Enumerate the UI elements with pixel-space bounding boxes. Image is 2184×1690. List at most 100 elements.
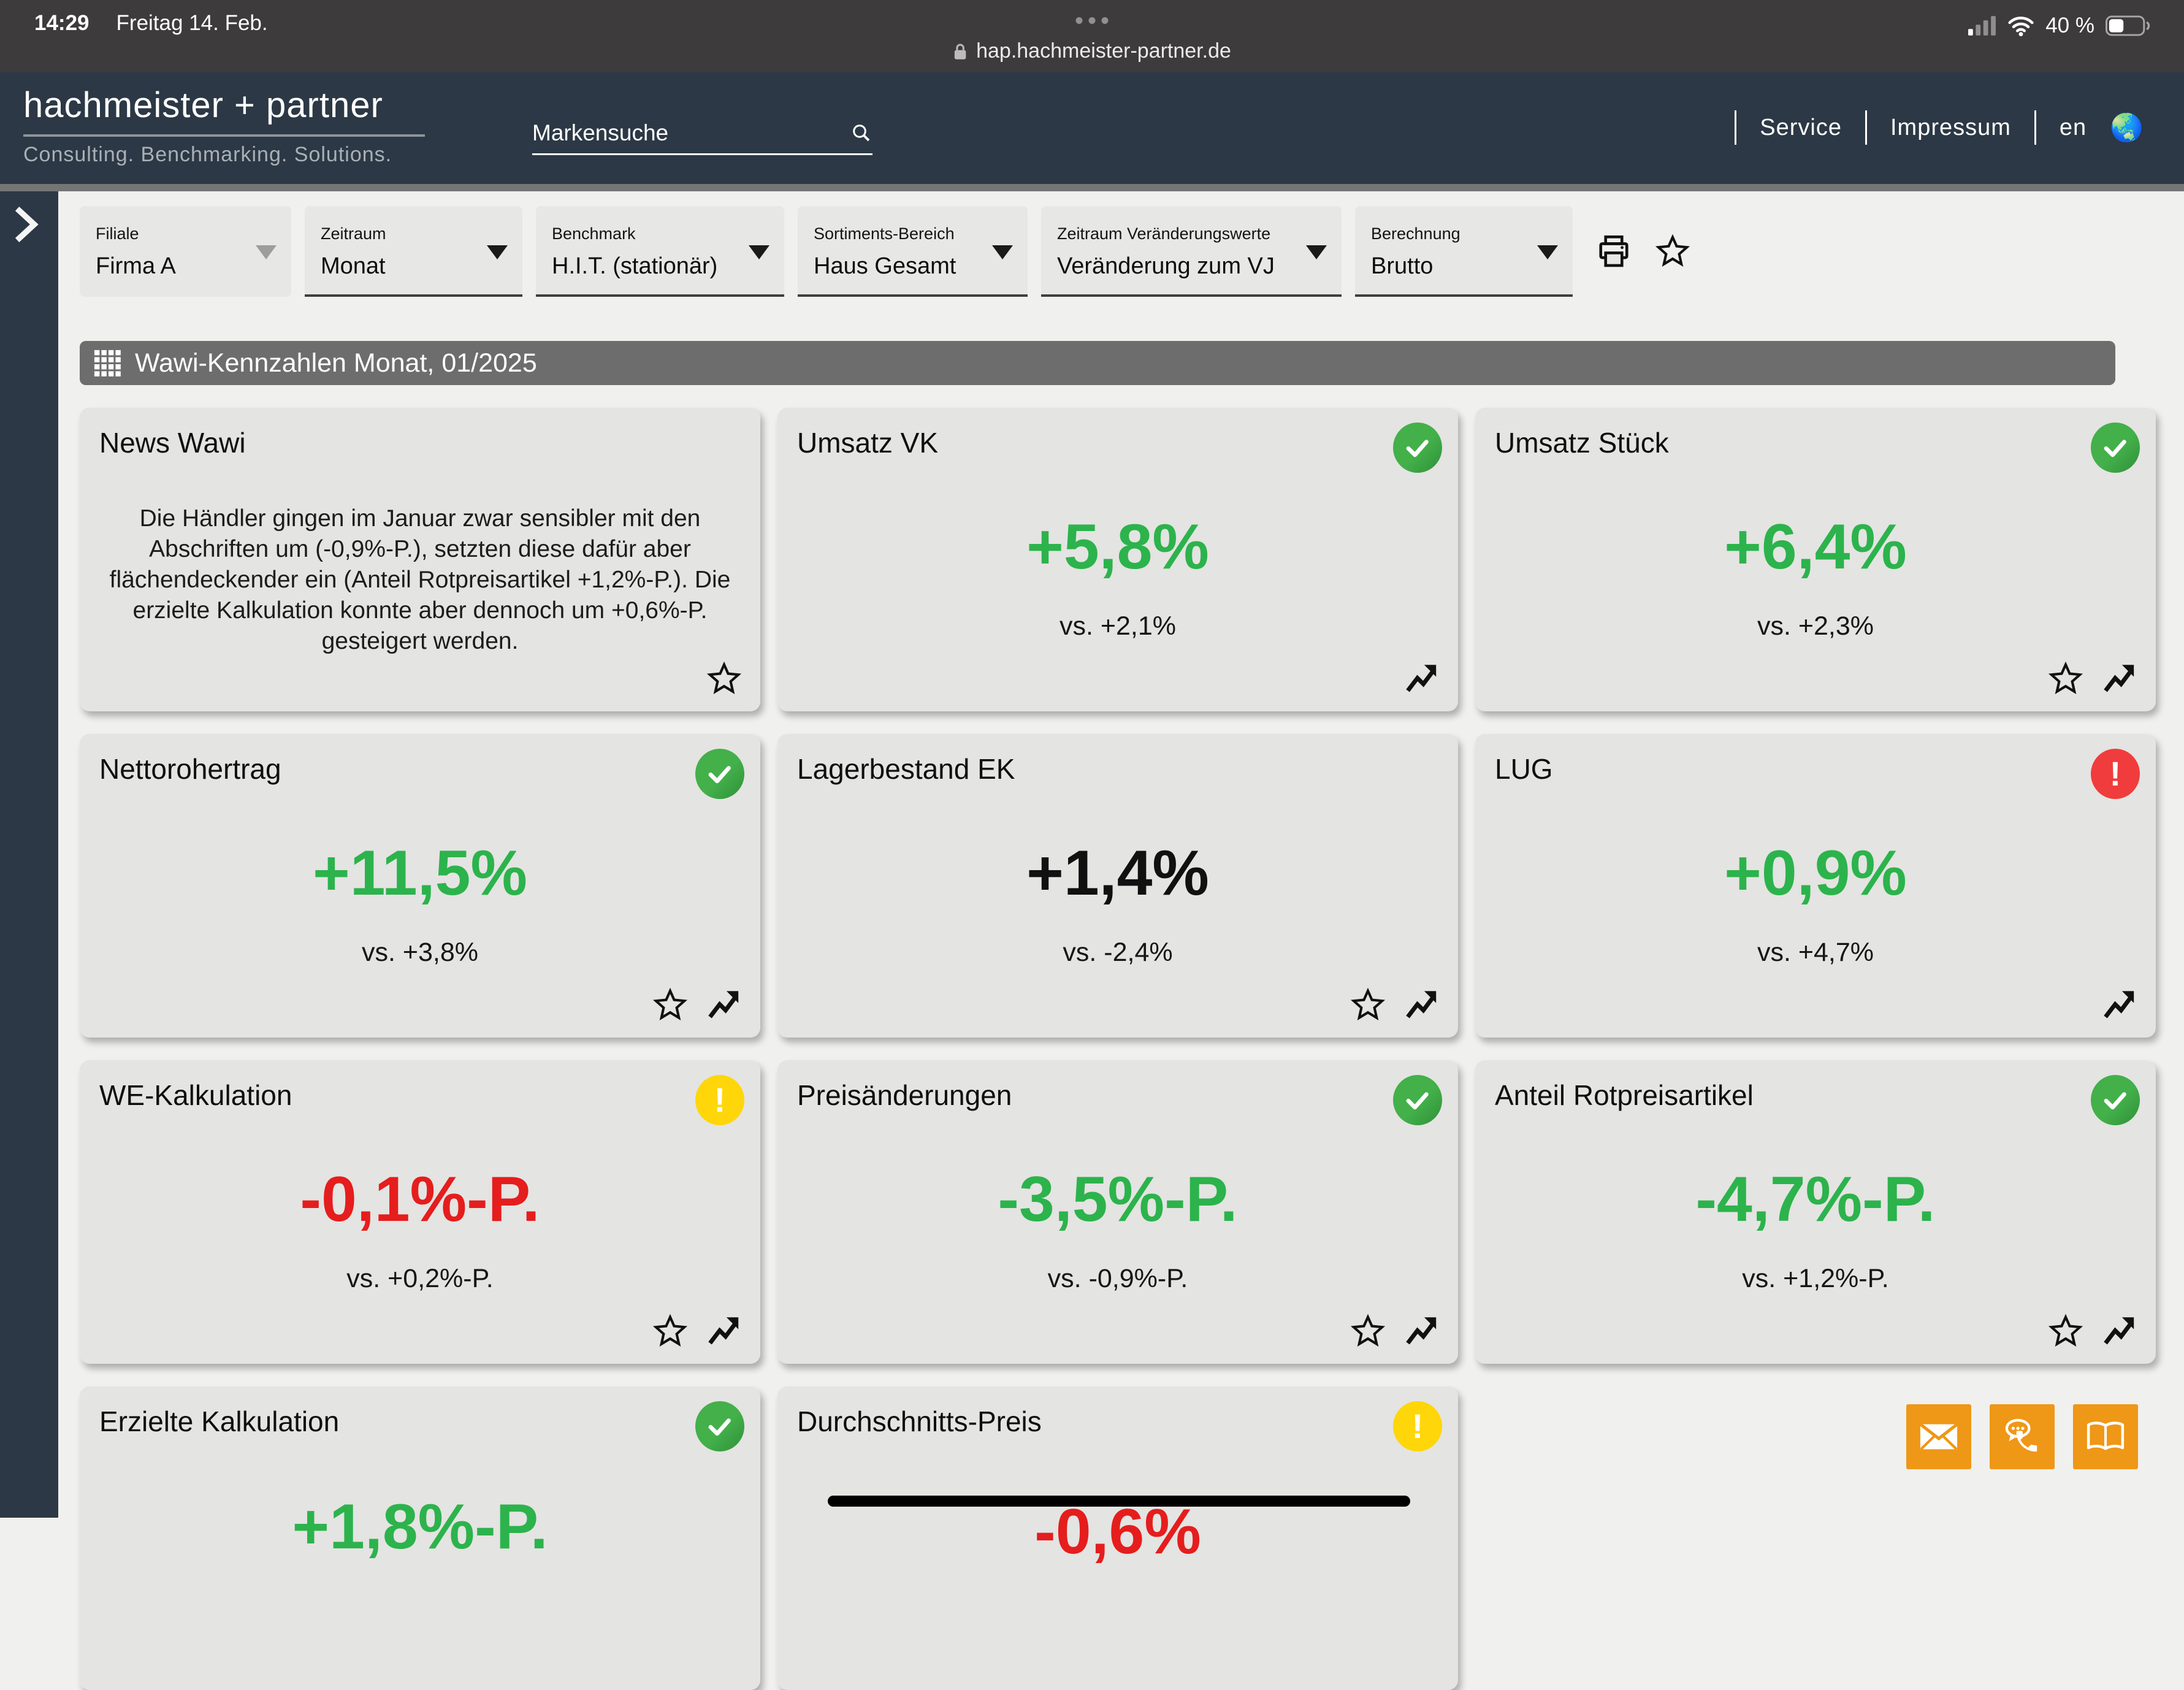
kpi-value: +0,9%: [1724, 838, 1907, 909]
kpi-comparison: vs. +3,8%: [361, 938, 478, 967]
kpi-value: -0,1%-P.: [300, 1164, 540, 1235]
card-title: Umsatz Stück: [1495, 427, 1669, 459]
kpi-value: +6,4%: [1724, 511, 1907, 583]
status-ok-icon: [1393, 1075, 1442, 1125]
kpi-card-nettorohertrag[interactable]: Nettorohertrag +11,5% vs. +3,8%: [80, 734, 760, 1038]
favorite-star-icon[interactable]: [2048, 1313, 2083, 1349]
kpi-card-news-wawi[interactable]: News Wawi Die Händler gingen im Januar z…: [80, 408, 760, 711]
status-alert-icon: !: [2091, 749, 2140, 799]
table-grid-icon: [93, 349, 121, 377]
trend-chart-icon[interactable]: [2102, 987, 2137, 1023]
site-header: hachmeister + partner Consulting. Benchm…: [0, 72, 2184, 184]
card-title: Nettorohertrag: [99, 753, 281, 785]
url-text: hap.hachmeister-partner.de: [976, 39, 1231, 63]
kpi-card-durchschnitts-preis[interactable]: Durchschnitts-Preis ! -0,6%: [777, 1386, 1458, 1690]
section-header[interactable]: Wawi-Kennzahlen Monat, 01/2025: [80, 341, 2115, 385]
kpi-value: +1,4%: [1026, 838, 1209, 909]
filter-berechnung[interactable]: Berechnung Brutto: [1355, 206, 1573, 297]
globe-icon[interactable]: 🌏: [2110, 113, 2144, 143]
filter-zeitraum-veraenderungswerte[interactable]: Zeitraum Veränderungswerte Veränderung z…: [1041, 206, 1342, 297]
phone-contact-button[interactable]: [1990, 1404, 2055, 1469]
card-title: LUG: [1495, 753, 1553, 785]
date: Freitag 14. Feb.: [116, 11, 268, 35]
trend-chart-icon[interactable]: [2102, 1313, 2137, 1349]
main-area: Filiale Firma A Zeitraum Monat Benchmark…: [58, 191, 2184, 1690]
filter-label: Benchmark: [552, 224, 636, 243]
filter-sortiments-bereich[interactable]: Sortiments-Bereich Haus Gesamt: [798, 206, 1028, 297]
trend-chart-icon[interactable]: [706, 1313, 742, 1349]
card-title: News Wawi: [99, 427, 246, 459]
filter-zeitraum[interactable]: Zeitraum Monat: [305, 206, 522, 297]
envelope-icon: [1919, 1422, 1959, 1451]
kpi-value: -0,6%: [1034, 1496, 1201, 1567]
favorite-star-icon[interactable]: [652, 987, 688, 1023]
news-text: Die Händler gingen im Januar zwar sensib…: [109, 505, 731, 654]
kpi-card-umsatz-vk[interactable]: Umsatz VK +5,8% vs. +2,1%: [777, 408, 1458, 711]
open-book-icon: [2085, 1420, 2126, 1453]
kpi-value: +1,8%-P.: [292, 1491, 548, 1562]
chevron-down-icon: [1537, 245, 1558, 259]
sidebar-expand-chevron-icon[interactable]: [12, 205, 40, 244]
nav-link-service[interactable]: Service: [1760, 114, 1842, 140]
filter-label: Filiale: [96, 224, 139, 243]
favorite-star-icon[interactable]: [2048, 661, 2083, 697]
trend-chart-icon[interactable]: [2102, 661, 2137, 697]
trend-chart-icon[interactable]: [1404, 661, 1440, 697]
nav-link-language[interactable]: en: [2059, 114, 2087, 140]
kpi-card-lug[interactable]: LUG ! +0,9% vs. +4,7%: [1475, 734, 2156, 1038]
chevron-down-icon: [1306, 245, 1327, 259]
filter-label: Zeitraum: [321, 224, 386, 243]
kpi-card-anteil-rotpreisartikel[interactable]: Anteil Rotpreisartikel -4,7%-P. vs. +1,2…: [1475, 1060, 2156, 1364]
kpi-card-umsatz-stueck[interactable]: Umsatz Stück +6,4% vs. +2,3%: [1475, 408, 2156, 711]
lock-icon: [953, 42, 968, 61]
favorite-star-icon[interactable]: [652, 1313, 688, 1349]
filter-label: Zeitraum Veränderungswerte: [1057, 224, 1271, 243]
status-ok-icon: [695, 1401, 744, 1451]
kpi-grid: News Wawi Die Händler gingen im Januar z…: [80, 408, 2156, 1690]
favorite-star-icon[interactable]: [1350, 1313, 1386, 1349]
manual-button[interactable]: [2073, 1404, 2138, 1469]
trend-chart-icon[interactable]: [1404, 1313, 1440, 1349]
logo-tagline: Consulting. Benchmarking. Solutions.: [23, 143, 392, 166]
kpi-card-preisaenderungen[interactable]: Preisänderungen -3,5%-P. vs. -0,9%-P.: [777, 1060, 1458, 1364]
kpi-card-lagerbestand-ek[interactable]: Lagerbestand EK +1,4% vs. -2,4%: [777, 734, 1458, 1038]
filter-value: H.I.T. (stationär): [552, 253, 718, 279]
kpi-card-we-kalkulation[interactable]: WE-Kalkulation ! -0,1%-P. vs. +0,2%-P.: [80, 1060, 760, 1364]
address-bar[interactable]: hap.hachmeister-partner.de: [953, 39, 1231, 63]
ios-status-bar: 14:29 Freitag 14. Feb. hap.hachmeister-p…: [0, 0, 2184, 72]
kpi-card-erzielte-kalkulation[interactable]: Erzielte Kalkulation +1,8%-P.: [80, 1386, 760, 1690]
nav-link-impressum[interactable]: Impressum: [1890, 114, 2011, 140]
favorite-page-star-button[interactable]: [1655, 234, 1690, 269]
filter-benchmark[interactable]: Benchmark H.I.T. (stationär): [536, 206, 784, 297]
card-title: Preisänderungen: [797, 1079, 1012, 1111]
logo-rule: [23, 134, 425, 137]
card-title: WE-Kalkulation: [99, 1079, 292, 1111]
collapsed-sidebar: [0, 191, 58, 1518]
filter-filiale[interactable]: Filiale Firma A: [80, 206, 291, 297]
chevron-down-icon: [992, 245, 1013, 259]
trend-chart-icon[interactable]: [1404, 987, 1440, 1023]
trend-chart-icon[interactable]: [706, 987, 742, 1023]
kpi-value: +11,5%: [313, 838, 527, 909]
filter-value: Firma A: [96, 253, 176, 279]
chevron-down-icon: [256, 245, 277, 259]
favorite-star-icon[interactable]: [706, 661, 742, 697]
status-ok-icon: [2091, 422, 2140, 473]
chevron-down-icon: [487, 245, 508, 259]
filter-value: Monat: [321, 253, 386, 279]
print-button[interactable]: [1596, 234, 1632, 269]
email-contact-button[interactable]: [1906, 1404, 1971, 1469]
tab-switcher-dots-icon[interactable]: [1075, 17, 1109, 24]
search-icon[interactable]: [850, 122, 872, 144]
filter-value: Veränderung zum VJ: [1057, 253, 1275, 279]
logo[interactable]: hachmeister + partner Consulting. Benchm…: [23, 85, 425, 167]
status-ok-icon: [2091, 1075, 2140, 1125]
favorite-star-icon[interactable]: [1350, 987, 1386, 1023]
cellular-signal-icon: [1968, 16, 1996, 36]
search-input[interactable]: [532, 120, 850, 146]
kpi-value: -3,5%-P.: [998, 1164, 1238, 1235]
kpi-comparison: vs. +2,1%: [1059, 611, 1176, 641]
redacted-value-bar: [828, 1496, 1410, 1507]
kpi-comparison: vs. +1,2%-P.: [1742, 1264, 1889, 1293]
status-warning-icon: !: [1393, 1401, 1442, 1451]
